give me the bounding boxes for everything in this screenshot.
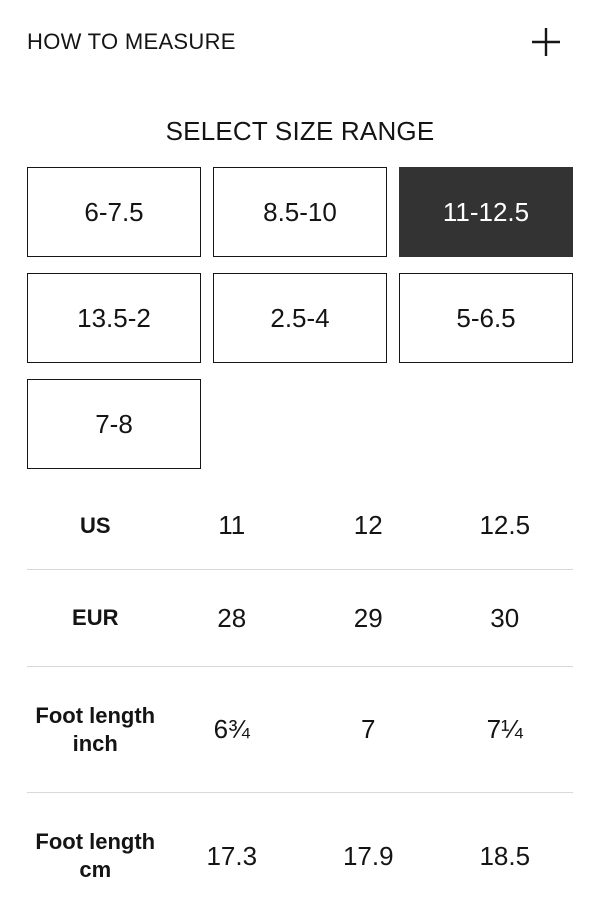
row-label-foot-length-inch: Foot length inch bbox=[35, 702, 156, 756]
table-row-eur: EUR 28 29 30 bbox=[27, 570, 573, 667]
row-label-foot-length-cm: Foot length cm bbox=[35, 829, 156, 882]
eur-value-1: 28 bbox=[217, 602, 247, 633]
us-value-1: 11 bbox=[218, 510, 246, 540]
eur-value-2: 29 bbox=[353, 602, 383, 633]
size-range-option-8-5-10[interactable]: 8.5-10 bbox=[213, 167, 387, 257]
row-label-eur: EUR bbox=[72, 605, 119, 630]
inch-value-3: 7¼ bbox=[486, 714, 523, 744]
table-row-foot-length-inch: Foot length inch 6¾ 7 7¼ bbox=[27, 667, 573, 793]
cm-value-2: 17.9 bbox=[342, 840, 394, 871]
size-range-option-6-7-5[interactable]: 6-7.5 bbox=[27, 167, 201, 257]
cm-value-3: 18.5 bbox=[479, 840, 531, 871]
us-value-3: 12.5 bbox=[479, 510, 531, 540]
size-range-option-7-8[interactable]: 7-8 bbox=[27, 379, 201, 469]
size-range-option-2-5-4[interactable]: 2.5-4 bbox=[213, 273, 387, 363]
size-range-option-13-5-2[interactable]: 13.5-2 bbox=[27, 273, 201, 363]
row-label-us: US bbox=[79, 512, 111, 538]
inch-value-1: 6¾ bbox=[213, 714, 250, 744]
table-row-us: US 11 12 12.5 bbox=[27, 482, 573, 570]
eur-value-3: 30 bbox=[490, 602, 520, 633]
us-value-2: 12 bbox=[353, 510, 383, 540]
cm-value-1: 17.3 bbox=[206, 840, 258, 871]
how-to-measure-accordion[interactable]: HOW TO MEASURE bbox=[27, 0, 573, 58]
inch-value-2: 7 bbox=[361, 714, 376, 744]
table-row-foot-length-cm: Foot length cm 17.3 17.9 18.5 bbox=[27, 793, 573, 917]
size-range-option-11-12-5-selected[interactable]: 11-12.5 bbox=[399, 167, 573, 257]
size-range-options: 6-7.5 8.5-10 11-12.5 13.5-2 2.5-4 5-6.5 … bbox=[27, 167, 573, 469]
size-range-option-5-6-5[interactable]: 5-6.5 bbox=[399, 273, 573, 363]
select-size-range-title: SELECT SIZE RANGE bbox=[165, 116, 435, 146]
plus-icon[interactable] bbox=[531, 27, 561, 57]
how-to-measure-title: HOW TO MEASURE bbox=[27, 29, 236, 54]
size-conversion-table: US 11 12 12.5 EUR 28 29 30 Foot length i… bbox=[27, 482, 573, 917]
